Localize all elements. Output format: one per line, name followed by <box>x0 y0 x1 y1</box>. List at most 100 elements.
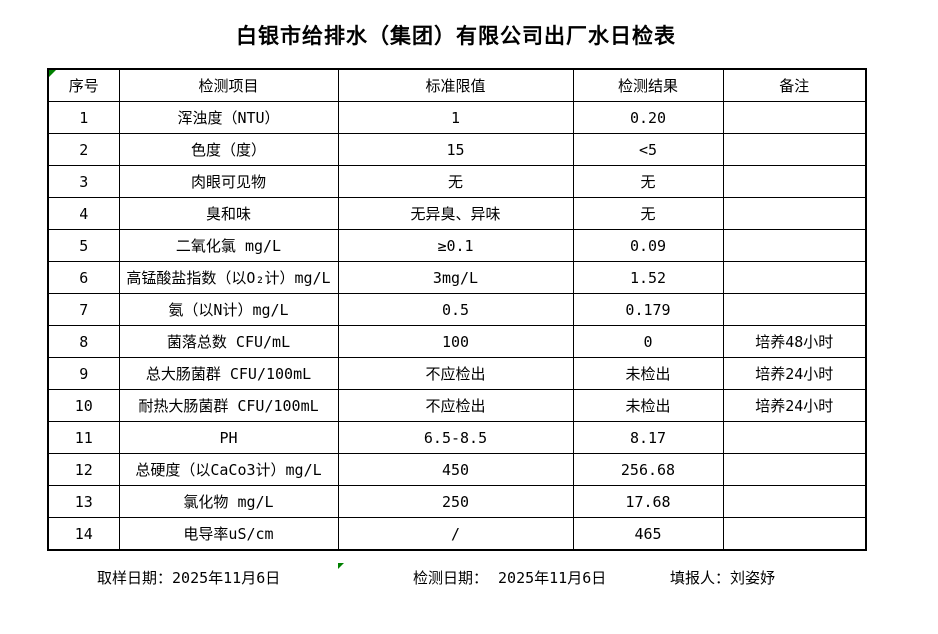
cell-item: 高锰酸盐指数（以O₂计）mg/L <box>118 261 339 294</box>
table-row: 6 高锰酸盐指数（以O₂计）mg/L 3mg/L 1.52 <box>47 261 867 294</box>
sampling-date: 取样日期：2025年11月6日 <box>97 567 280 588</box>
sampling-date-value: 2025年11月6日 <box>172 569 281 587</box>
reporter: 填报人：刘姿妤 <box>670 567 775 588</box>
test-date: 检测日期： 2025年11月6日 <box>413 567 606 588</box>
test-date-label: 检测日期： <box>413 569 489 587</box>
table-row: 1 浑浊度（NTU） 1 0.20 <box>47 101 867 134</box>
cell-result: 无 <box>572 197 724 230</box>
header-test-result: 检测结果 <box>572 68 724 102</box>
cell-remark <box>722 485 867 518</box>
cell-item: 二氧化氯 mg/L <box>118 229 339 262</box>
cell-no: 3 <box>47 165 120 198</box>
cell-result: 0.179 <box>572 293 724 326</box>
table-row: 7 氨（以N计）mg/L 0.5 0.179 <box>47 293 867 326</box>
table-row: 14 电导率uS/cm / 465 <box>47 517 867 551</box>
header-standard-limit: 标准限值 <box>337 68 574 102</box>
cell-no: 9 <box>47 357 120 390</box>
cell-result: 无 <box>572 165 724 198</box>
cell-item: PH <box>118 421 339 454</box>
cell-no: 10 <box>47 389 120 422</box>
cell-result: 0.20 <box>572 101 724 134</box>
table-row: 12 总硬度（以CaCo3计）mg/L 450 256.68 <box>47 453 867 486</box>
cell-limit: 450 <box>337 453 574 486</box>
cell-limit: 100 <box>337 325 574 358</box>
cell-no: 1 <box>47 101 120 134</box>
header-seq-no-label: 序号 <box>68 77 99 95</box>
cell-limit: 不应检出 <box>337 357 574 390</box>
cell-item: 氨（以N计）mg/L <box>118 293 339 326</box>
cell-limit: / <box>337 517 574 551</box>
cell-result: 0.09 <box>572 229 724 262</box>
table-row: 5 二氧化氯 mg/L ≥0.1 0.09 <box>47 229 867 262</box>
table-header-row: 序号 检测项目 标准限值 检测结果 备注 <box>47 68 867 102</box>
table-row: 8 菌落总数 CFU/mL 100 0 培养48小时 <box>47 325 867 358</box>
cell-result: 465 <box>572 517 724 551</box>
cell-remark: 培养24小时 <box>722 357 867 390</box>
page-title: 白银市给排水（集团）有限公司出厂水日检表 <box>236 24 676 48</box>
cell-no: 8 <box>47 325 120 358</box>
sampling-date-label: 取样日期： <box>97 569 173 587</box>
cell-item: 耐热大肠菌群 CFU/100mL <box>118 389 339 422</box>
excel-error-indicator-icon <box>338 563 344 569</box>
cell-item: 氯化物 mg/L <box>118 485 339 518</box>
table-row: 2 色度（度） 15 <5 <box>47 133 867 166</box>
cell-no: 2 <box>47 133 120 166</box>
cell-remark <box>722 133 867 166</box>
table-row: 4 臭和味 无异臭、异味 无 <box>47 197 867 230</box>
cell-item: 电导率uS/cm <box>118 517 339 551</box>
cell-item: 色度（度） <box>118 133 339 166</box>
reporter-value: 刘姿妤 <box>730 569 776 587</box>
table-row: 13 氯化物 mg/L 250 17.68 <box>47 485 867 518</box>
cell-limit: 无异臭、异味 <box>337 197 574 230</box>
cell-limit: 15 <box>337 133 574 166</box>
cell-remark: 培养24小时 <box>722 389 867 422</box>
cell-item: 浑浊度（NTU） <box>118 101 339 134</box>
cell-result: 0 <box>572 325 724 358</box>
cell-remark: 培养48小时 <box>722 325 867 358</box>
excel-error-indicator-icon <box>49 70 56 77</box>
cell-limit: 250 <box>337 485 574 518</box>
table-row: 3 肉眼可见物 无 无 <box>47 165 867 198</box>
header-test-item: 检测项目 <box>118 68 339 102</box>
cell-limit: 无 <box>337 165 574 198</box>
cell-no: 4 <box>47 197 120 230</box>
cell-remark <box>722 101 867 134</box>
cell-no: 11 <box>47 421 120 454</box>
cell-remark <box>722 229 867 262</box>
cell-result: 未检出 <box>572 357 724 390</box>
cell-item: 臭和味 <box>118 197 339 230</box>
cell-result: 1.52 <box>572 261 724 294</box>
test-date-value: 2025年11月6日 <box>498 569 607 587</box>
cell-item: 菌落总数 CFU/mL <box>118 325 339 358</box>
cell-remark <box>722 261 867 294</box>
cell-result: 未检出 <box>572 389 724 422</box>
cell-no: 6 <box>47 261 120 294</box>
table-row: 11 PH 6.5-8.5 8.17 <box>47 421 867 454</box>
table-row: 9 总大肠菌群 CFU/100mL 不应检出 未检出 培养24小时 <box>47 357 867 390</box>
cell-item: 肉眼可见物 <box>118 165 339 198</box>
header-seq-no: 序号 <box>47 68 120 102</box>
cell-item: 总硬度（以CaCo3计）mg/L <box>118 453 339 486</box>
cell-result: 17.68 <box>572 485 724 518</box>
cell-no: 7 <box>47 293 120 326</box>
cell-remark <box>722 165 867 198</box>
table-row: 10 耐热大肠菌群 CFU/100mL 不应检出 未检出 培养24小时 <box>47 389 867 422</box>
cell-remark <box>722 197 867 230</box>
cell-result: 8.17 <box>572 421 724 454</box>
cell-item: 总大肠菌群 CFU/100mL <box>118 357 339 390</box>
cell-limit: 1 <box>337 101 574 134</box>
cell-no: 5 <box>47 229 120 262</box>
daily-inspection-table: 序号 检测项目 标准限值 检测结果 备注 1 浑浊度（NTU） 1 0.20 2… <box>47 68 867 551</box>
cell-remark <box>722 453 867 486</box>
cell-remark <box>722 517 867 551</box>
cell-result: 256.68 <box>572 453 724 486</box>
cell-limit: ≥0.1 <box>337 229 574 262</box>
cell-no: 14 <box>47 517 120 551</box>
cell-limit: 不应检出 <box>337 389 574 422</box>
cell-remark <box>722 293 867 326</box>
cell-limit: 6.5-8.5 <box>337 421 574 454</box>
cell-no: 12 <box>47 453 120 486</box>
cell-remark <box>722 421 867 454</box>
header-remark: 备注 <box>722 68 867 102</box>
cell-limit: 3mg/L <box>337 261 574 294</box>
